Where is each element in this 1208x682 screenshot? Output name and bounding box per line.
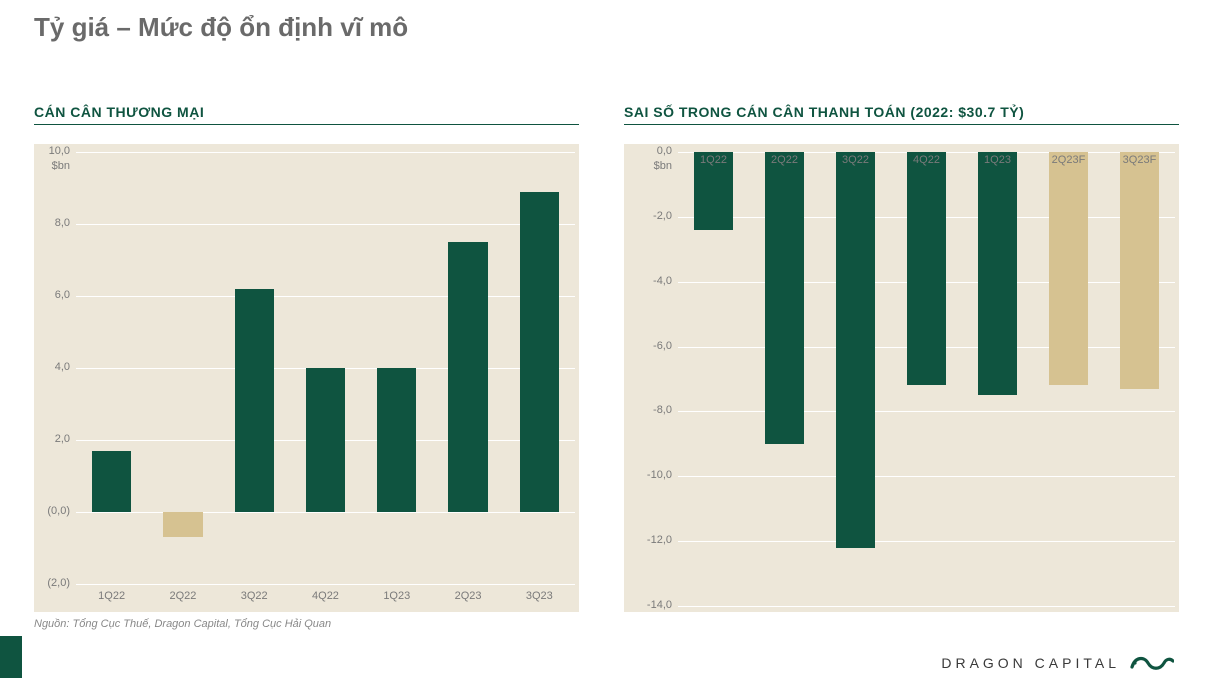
x-tick-label: 2Q23 [432,590,503,602]
y-tick-label: 10,0 [34,145,70,157]
gridline [678,411,1175,412]
x-tick-label: 2Q23F [1033,154,1104,166]
bar [163,512,202,537]
y-tick-label: -8,0 [624,404,672,416]
x-tick-label: 3Q23 [504,590,575,602]
gridline [76,584,575,585]
y-tick-label: (2,0) [34,577,70,589]
bar [235,289,274,512]
gridline [76,512,575,513]
x-tick-label: 3Q22 [820,154,891,166]
right-chart-title: SAI SỐ TRONG CÁN CÂN THANH TOÁN (2022: $… [624,104,1179,125]
gridline [76,296,575,297]
bar [1049,152,1088,385]
bar [765,152,804,444]
bar [306,368,345,512]
gridline [678,606,1175,607]
y-tick-label: 8,0 [34,217,70,229]
page-title: Tỷ giá – Mức độ ổn định vĩ mô [34,12,408,43]
y-tick-label: -12,0 [624,534,672,546]
x-tick-label: 4Q22 [290,590,361,602]
trade-balance-chart: 10,08,06,04,02,0(0,0)(2,0)$bn1Q222Q223Q2… [34,144,579,612]
bar [520,192,559,512]
bar [978,152,1017,395]
x-tick-label: 1Q22 [76,590,147,602]
bar [836,152,875,548]
y-unit-label: $bn [624,160,672,172]
bar [907,152,946,385]
bop-errors-chart: 0,0 -2,0 -4,0 -6,0 -8,0 -10,0 -12,0 -14,0 $bn 1Q2… [624,144,1179,612]
x-tick-label: 2Q22 [749,154,820,166]
y-tick-label: -10,0 [624,469,672,481]
y-tick-label: -2,0 [624,210,672,222]
brand-text: DRAGON CAPITAL [941,655,1120,671]
x-tick-label: 1Q23 [962,154,1033,166]
y-unit-label: $bn [34,160,70,172]
x-tick-label: 1Q22 [678,154,749,166]
y-tick-label: 0,0 [624,145,672,157]
bar [448,242,487,512]
gridline [76,224,575,225]
bar [92,451,131,512]
x-tick-label: 2Q22 [147,590,218,602]
gridline [678,541,1175,542]
y-tick-label: 2,0 [34,433,70,445]
source-note: Nguồn: Tổng Cục Thuế, Dragon Capital, Tổ… [34,618,331,630]
x-tick-label: 3Q22 [219,590,290,602]
bar [1120,152,1159,389]
y-tick-label: (0,0) [34,505,70,517]
gridline [76,152,575,153]
footer-accent [0,636,22,678]
brand: DRAGON CAPITAL [941,652,1174,674]
x-tick-label: 4Q22 [891,154,962,166]
left-chart-title: CÁN CÂN THƯƠNG MẠI [34,104,579,125]
x-tick-label: 1Q23 [361,590,432,602]
x-tick-label: 3Q23F [1104,154,1175,166]
y-tick-label: -14,0 [624,599,672,611]
bar [377,368,416,512]
y-tick-label: 4,0 [34,361,70,373]
gridline [678,476,1175,477]
y-tick-label: -6,0 [624,340,672,352]
y-tick-label: 6,0 [34,289,70,301]
dragon-icon [1130,652,1174,674]
y-tick-label: -4,0 [624,275,672,287]
